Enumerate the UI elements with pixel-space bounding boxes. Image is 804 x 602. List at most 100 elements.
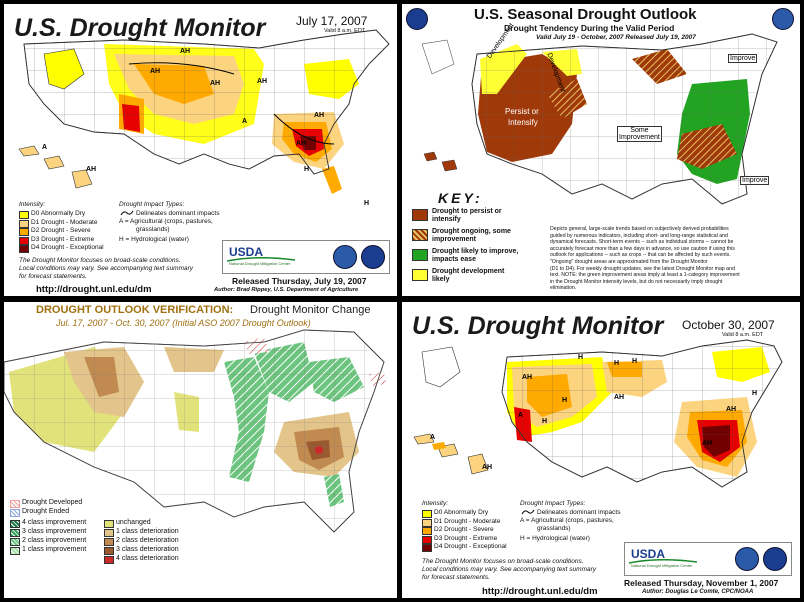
noaa-logo-icon — [406, 8, 428, 30]
intensity-label: D0 Abnormally Dry — [31, 210, 86, 217]
map-label-ah: AH — [702, 440, 713, 447]
map-label-ah: AH — [257, 78, 268, 85]
intensity-label: D2 Drought - Severe — [434, 526, 494, 533]
key-heading: KEY: — [438, 190, 483, 206]
verification-subtitle: Jul. 17, 2007 - Oct. 30, 2007 (Initial A… — [56, 318, 311, 328]
key-label-2: intensify — [432, 216, 461, 223]
label-some: Some — [630, 127, 649, 134]
map-label-h: H — [614, 360, 620, 367]
label-persist-2: Intensify — [508, 118, 538, 127]
map-label-a: A — [42, 144, 48, 151]
valid-time: Valid 8 a.m. EDT — [722, 332, 764, 338]
key-label: Drought to persist or — [432, 208, 502, 215]
us-map-october — [413, 339, 783, 488]
disclaimer-line: dynamical forecasts. Short-term events -… — [550, 239, 734, 246]
map-label-ah: AH — [86, 166, 97, 173]
impact-line-icon — [521, 509, 535, 515]
map-label-ah: AH — [180, 48, 191, 55]
ndmc-caption: National Drought Mitigation Center — [229, 261, 291, 266]
intensity-label: D1 Drought - Moderate — [434, 517, 501, 525]
intensity-label: D3 Drought - Extreme — [31, 235, 95, 243]
disclaimer-line: Depicts general, large-scale trends base… — [550, 226, 729, 232]
released-date: Released Thursday, November 1, 2007 — [624, 578, 779, 588]
noaa-logo-icon — [361, 245, 385, 269]
ndmc-swoosh-icon — [227, 257, 295, 262]
valid-time: Valid 8 a.m. EDT — [324, 28, 366, 34]
map-label-ah: AH — [314, 112, 325, 119]
intensity-label: D1 Drought - Moderate — [31, 218, 98, 226]
outlook-subtitle: Drought Tendency During the Valid Period — [504, 23, 675, 33]
map-date: July 17, 2007 — [296, 14, 368, 28]
note-3: for forecast statements. — [422, 574, 490, 581]
key-label-2: improvement — [432, 236, 476, 243]
logo-strip: USDA National Drought Mitigation Center — [222, 240, 390, 274]
intensity-label: D0 Abnormally Dry — [434, 509, 489, 516]
note-1: The Drought Monitor focuses on broad-sca… — [19, 257, 181, 264]
usda-logo: USDA — [631, 547, 666, 561]
impact-line-icon — [120, 210, 134, 216]
legend-swatch — [10, 529, 20, 537]
author: Author: Douglas Le Comte, CPC/NOAA — [642, 589, 754, 595]
note-3: for forecast statements. — [19, 273, 87, 280]
impact-line-2b: grasslands) — [136, 226, 170, 233]
disclaimer-line: in the Drought Monitor intensity levels,… — [550, 278, 723, 285]
map-label-ah: AH — [296, 140, 307, 147]
map-label-h: H — [578, 354, 584, 361]
released-date: Released Thursday, July 19, 2007 — [232, 276, 367, 286]
verification-title-a: DROUGHT OUTLOOK VERIFICATION: — [36, 304, 234, 316]
disclaimer-line: accurately forecast more than a few days… — [550, 245, 735, 252]
legend-swatch — [10, 538, 20, 546]
intensity-heading: Intensity: — [19, 201, 46, 208]
map-label-h: H — [304, 166, 310, 173]
map-label-a: A — [518, 412, 524, 419]
note-2: Local conditions may vary. See accompany… — [422, 566, 597, 573]
key-swatch — [412, 229, 428, 241]
outlook-title: U.S. Seasonal Drought Outlook — [474, 6, 697, 23]
intensity-swatch — [422, 527, 432, 535]
label-some-2: Improvement — [619, 134, 660, 141]
map-label-a: A — [242, 118, 248, 125]
disclaimer-line: outlook for applications -- such as crop… — [550, 252, 731, 259]
map-label-ah: AH — [614, 394, 625, 401]
map-label-ah: AH — [210, 80, 221, 87]
intensity-label: D2 Drought - Severe — [31, 227, 91, 234]
intensity-label: D3 Drought - Extreme — [434, 534, 498, 542]
key-label: Drought ongoing, some — [432, 228, 511, 235]
legend-swatch — [10, 547, 20, 555]
impact-heading: Drought Impact Types: — [520, 500, 586, 507]
intensity-swatch — [422, 510, 432, 518]
legend-swatch — [10, 500, 20, 508]
impact-heading: Drought Impact Types: — [119, 201, 185, 208]
intensity-swatch — [422, 518, 432, 527]
disclaimer-line: guided by numerous indicators, including… — [550, 232, 728, 239]
map-label-ah: AH — [150, 68, 161, 75]
intensity-label: D4 Drought - Exceptional — [31, 244, 104, 251]
legend-swatch — [104, 529, 114, 537]
logo-strip: USDA National Drought Mitigation Center — [624, 542, 792, 576]
label-some-improvement: Some Improvement — [617, 126, 662, 142]
key-label: Drought development — [432, 268, 505, 275]
nws-logo-icon — [772, 8, 794, 30]
intensity-swatch — [422, 544, 432, 552]
intensity-swatch — [19, 219, 29, 228]
us-map-july — [18, 29, 390, 194]
impact-line-2b: grasslands) — [537, 525, 571, 532]
url: http://drought.unl.edu/dm — [482, 586, 598, 597]
doc-seal-icon — [735, 547, 759, 571]
label-persist: Persist or — [505, 107, 539, 116]
key-label-2: impacts ease — [432, 256, 476, 263]
legend-swatch — [10, 509, 20, 517]
legend-label: 1 class deterioration — [116, 528, 179, 535]
impact-line-3: H = Hydrological (water) — [119, 236, 189, 243]
legend-label: 4 class deterioration — [116, 555, 179, 562]
ndmc-swoosh-icon — [629, 559, 697, 564]
map-label-ah: AH — [726, 406, 737, 413]
seasonal-outlook-panel: U.S. Seasonal Drought Outlook Drought Te… — [402, 4, 800, 296]
outlook-map — [421, 33, 778, 205]
key-swatch — [412, 249, 428, 261]
map-label-a: A — [430, 434, 436, 441]
label-improve-1: Improve — [728, 54, 758, 63]
legend-label: Drought Ended — [22, 508, 70, 515]
ndmc-caption: National Drought Mitigation Center — [631, 563, 693, 568]
key-swatch — [412, 209, 428, 221]
